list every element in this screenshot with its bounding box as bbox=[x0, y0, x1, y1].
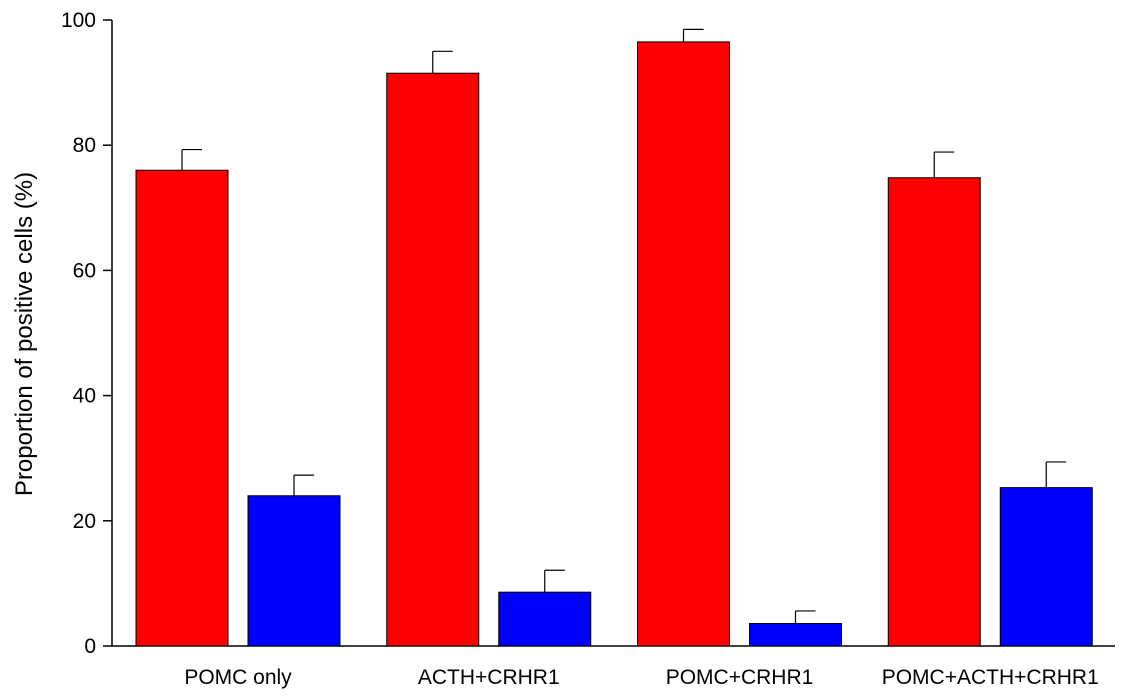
bar bbox=[749, 622, 842, 647]
y-tick-label: 60 bbox=[73, 259, 96, 282]
y-tick-label: 40 bbox=[73, 385, 96, 408]
bar bbox=[135, 169, 229, 647]
y-axis-label: Proportion of positive cells (%) bbox=[11, 172, 38, 496]
y-axis: 0 20 40 60 80 100 bbox=[61, 9, 113, 658]
y-tick-label: 80 bbox=[73, 134, 96, 157]
bar bbox=[498, 591, 592, 647]
bar bbox=[247, 495, 341, 647]
y-tick-label: 0 bbox=[84, 635, 96, 658]
x-category-label: POMC+CRHR1 bbox=[666, 666, 814, 689]
y-tick-label: 100 bbox=[61, 9, 96, 32]
bar bbox=[637, 41, 730, 647]
x-axis: POMC only ACTH+CRHR1 POMC+CRHR1 POMC+ACTH+C… bbox=[112, 645, 1115, 689]
error-bars bbox=[181, 28, 1067, 624]
x-category-label: ACTH+CRHR1 bbox=[418, 666, 560, 689]
bar bbox=[999, 487, 1093, 647]
bar bbox=[887, 177, 981, 647]
y-tick-label: 20 bbox=[73, 510, 96, 533]
bar bbox=[386, 72, 480, 647]
x-category-label: POMC only bbox=[184, 666, 292, 689]
bars bbox=[135, 41, 1093, 647]
x-category-label: POMC+ACTH+CRHR1 bbox=[882, 666, 1099, 689]
